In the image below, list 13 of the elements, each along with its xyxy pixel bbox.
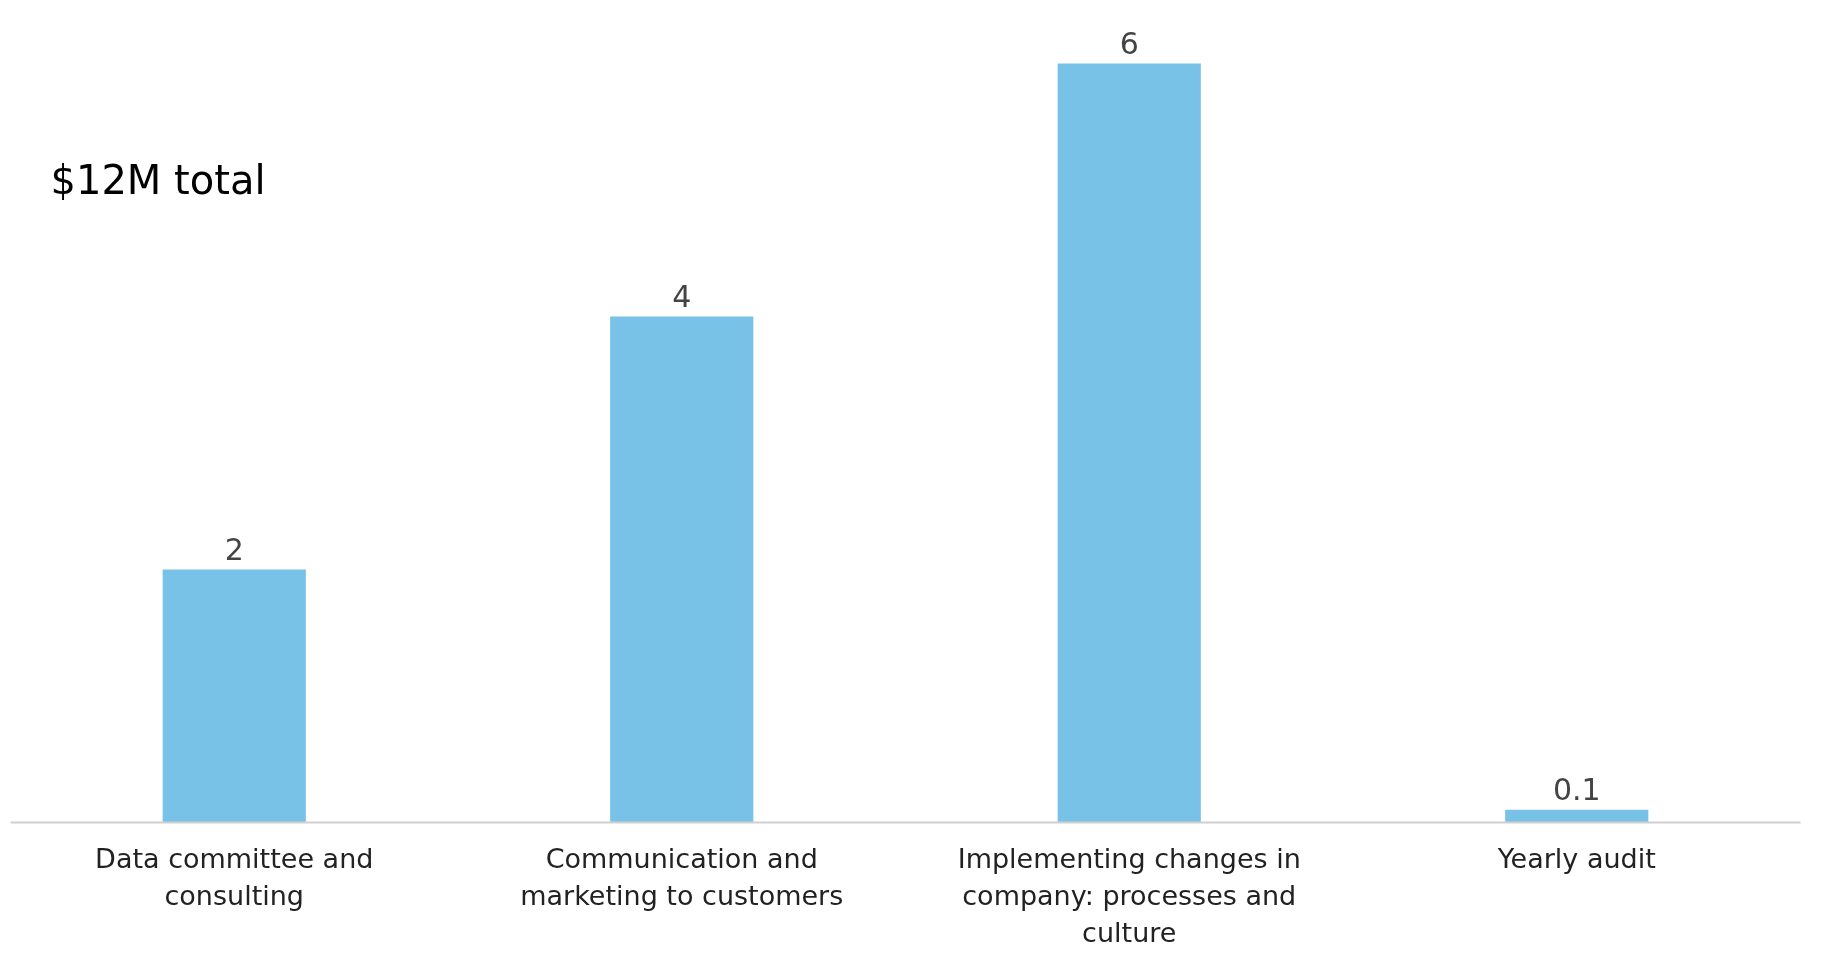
data-label: 4: [672, 278, 692, 314]
data-label: 0.1: [1552, 771, 1601, 807]
x-tick-label: Implementing changes in company: processes and culture: [957, 842, 1301, 948]
bar: [1057, 63, 1201, 823]
x-tick-label: Yearly audit: [1496, 842, 1656, 874]
x-tick-label: Communication and marketing to customers: [520, 842, 844, 911]
annotation: $12M total: [50, 156, 266, 203]
x-tick-label: Data committee and consulting: [95, 842, 374, 911]
bar: [610, 316, 754, 823]
data-label: 6: [1119, 25, 1139, 61]
data-label: 2: [224, 531, 244, 567]
bar: [162, 569, 306, 823]
bar: [1505, 809, 1649, 823]
